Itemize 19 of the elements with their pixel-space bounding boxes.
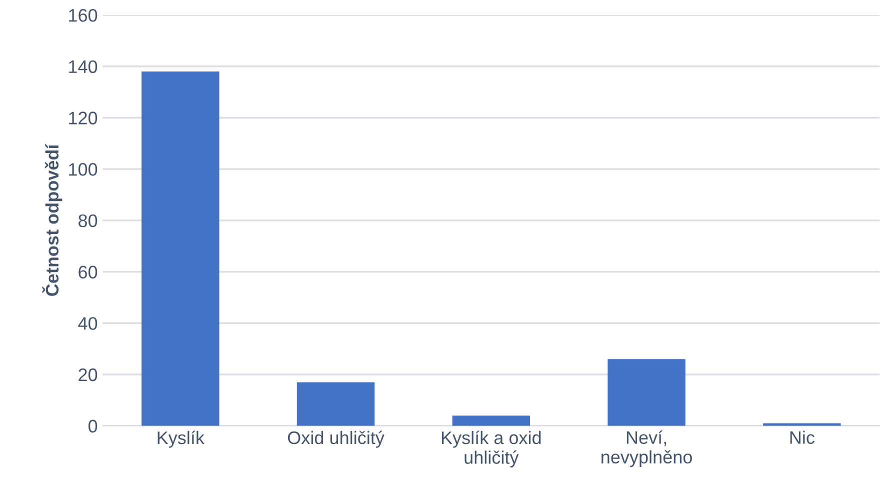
bar: [608, 359, 686, 426]
y-tick-label: 100: [69, 163, 98, 176]
y-tick-label: 0: [88, 420, 98, 433]
x-tick-label: Kyslík: [158, 430, 204, 448]
y-tick-label: 120: [69, 112, 98, 124]
y-tick-label: 160: [69, 8, 98, 22]
bar: [142, 72, 220, 426]
y-axis-title: Četnost odpovědí: [42, 144, 62, 296]
x-tick-label: Oxid uhličitý: [288, 430, 384, 448]
y-tick-label: 80: [78, 214, 98, 228]
x-tick-label: Kyslík a oxid uhličitý: [442, 430, 541, 468]
bar: [452, 416, 530, 426]
bar: [296, 382, 375, 426]
y-tick-label: 40: [78, 317, 98, 330]
y-tick-label: 20: [78, 368, 98, 382]
x-tick-label: Nic: [790, 430, 814, 444]
y-tick-label: 60: [78, 266, 98, 279]
y-tick-label: 140: [69, 60, 98, 74]
x-tick-label: Neví, nevyplněno: [602, 430, 692, 468]
